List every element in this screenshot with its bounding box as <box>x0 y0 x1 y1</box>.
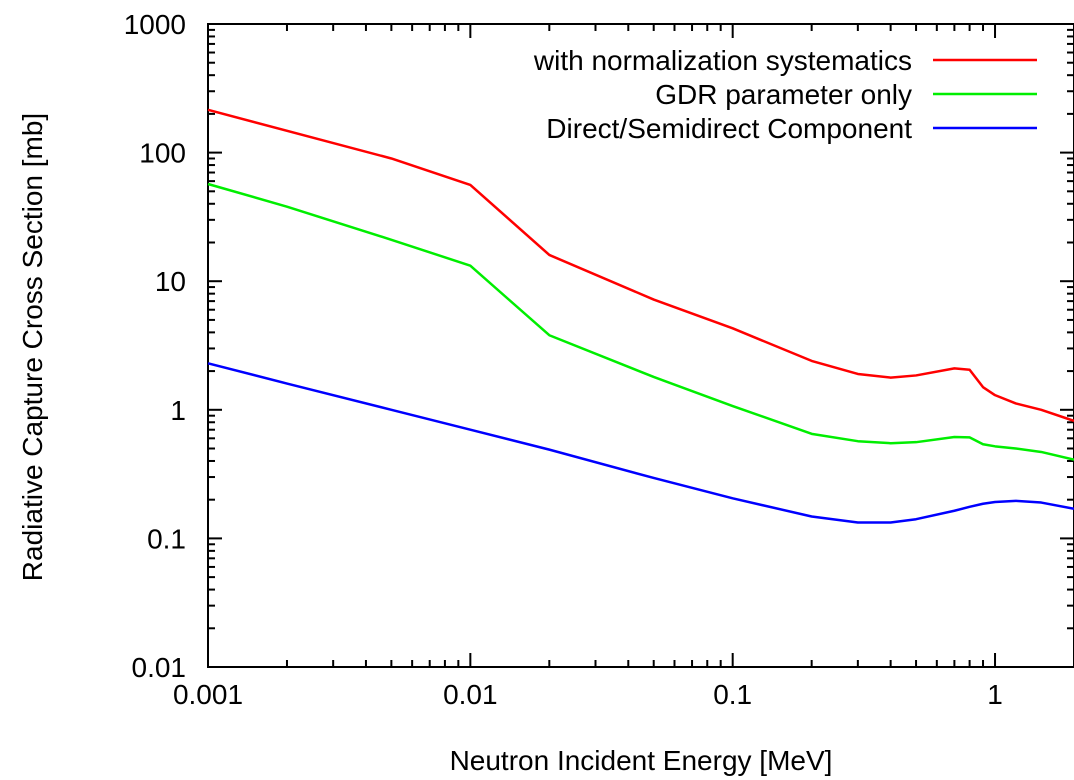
series-lines <box>207 108 1074 524</box>
axis-ticks <box>207 23 1074 668</box>
y-tick-label: 0.01 <box>132 652 187 683</box>
y-tick-label: 1000 <box>124 9 186 40</box>
y-axis-title: Radiative Capture Cross Section [mb] <box>17 113 48 581</box>
plot-frame <box>207 23 1074 668</box>
series-line-2 <box>207 182 1074 461</box>
y-tick-label: 100 <box>139 138 186 169</box>
legend-label: Direct/Semidirect Component <box>546 113 912 144</box>
y-tick-label: 0.1 <box>147 523 186 554</box>
legend-label: GDR parameter only <box>655 79 912 110</box>
y-tick-label: 1 <box>170 395 186 426</box>
x-tick-label: 0.001 <box>173 679 243 710</box>
y-tick-label: 10 <box>155 266 186 297</box>
x-axis-title: Neutron Incident Energy [MeV] <box>450 745 833 776</box>
series-line-3 <box>207 362 1074 524</box>
x-tick-label: 1 <box>987 679 1003 710</box>
x-tick-label: 0.1 <box>713 679 752 710</box>
x-tick-label: 0.01 <box>443 679 498 710</box>
series-line-1 <box>207 108 1074 423</box>
legend-label: with normalization systematics <box>533 45 912 76</box>
